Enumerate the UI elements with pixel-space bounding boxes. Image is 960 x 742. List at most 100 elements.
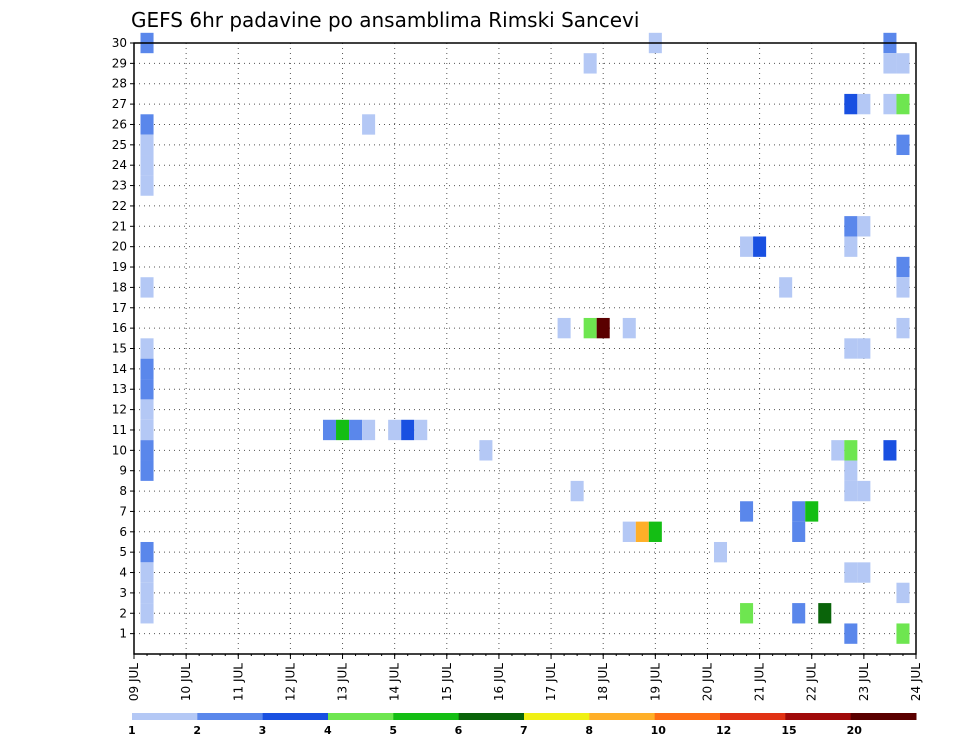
precip-cell [792,603,806,624]
precip-cell [414,419,428,441]
colorbar-swatch [850,713,917,720]
x-tick-label: 09 JUL [127,663,141,701]
y-tick-label: 24 [112,158,127,172]
precip-cell [740,603,754,624]
precip-cell [896,277,910,298]
x-tick-label: 11 JUL [231,663,245,701]
precip-cell [713,541,728,563]
colorbar-swatch [720,713,786,720]
y-tick-label: 9 [119,464,127,478]
chart-title: GEFS 6hr padavine po ansamblima Rimski S… [131,8,639,32]
precip-cell [844,460,858,481]
precip-cell [896,93,910,115]
y-tick-label: 23 [112,179,127,193]
y-tick-label: 12 [112,403,127,417]
precip-cell [140,460,154,481]
y-tick-label: 15 [112,342,127,356]
precip-cell [792,501,806,522]
colorbar-swatch [197,713,264,720]
precip-cell [844,93,858,115]
precip-cell [740,501,754,522]
precip-cell [596,317,610,339]
y-tick-label: 25 [112,138,127,152]
colorbar-swatch [654,713,721,720]
precip-cell [583,53,597,74]
precip-cell [140,155,154,176]
x-tick-label: 22 JUL [805,663,819,701]
precip-cell [635,521,649,542]
precip-cell [362,419,376,441]
colorbar-swatch [328,713,394,720]
y-tick-label: 22 [112,199,127,213]
precip-cell [401,419,415,441]
precip-cell [792,521,806,542]
y-tick-label: 30 [112,36,127,50]
y-tick-label: 16 [112,321,127,335]
x-tick-label: 18 JUL [596,663,610,701]
x-tick-label: 21 JUL [753,663,767,701]
y-tick-label: 18 [112,280,127,294]
precip-cell [140,134,154,156]
precip-cell [140,582,154,604]
precip-cell [583,317,597,339]
precip-cell [896,317,910,339]
colorbar-swatch [132,713,198,720]
precip-cell [336,419,350,441]
x-tick-label: 19 JUL [648,663,662,701]
colorbar-label: 6 [455,724,463,737]
precip-cell [857,216,871,237]
y-tick-label: 14 [112,362,127,376]
precip-cell [140,440,154,461]
y-tick-label: 6 [119,525,127,539]
precip-cell [140,541,154,563]
y-tick-label: 7 [119,504,127,518]
y-tick-label: 4 [119,566,127,580]
precip-cell [896,256,910,278]
precip-cell [140,562,154,583]
y-tick-label: 11 [112,423,127,437]
colorbar-swatch [393,713,460,720]
precip-cell [857,480,871,502]
precip-cell [805,501,819,522]
y-tick-label: 2 [119,606,127,620]
precip-cell [844,236,858,257]
y-tick-label: 5 [119,545,127,559]
y-tick-label: 27 [112,97,127,111]
colorbar-label: 10 [651,724,667,737]
x-tick-label: 10 JUL [179,663,193,701]
precip-cell [844,216,858,237]
precip-cell [896,582,910,604]
colorbar-swatch [785,713,852,720]
x-axis: 09 JUL 10 JUL 11 JUL 12 JUL 13 JUL 14 JUL 15 J… [127,654,923,701]
precip-cell [857,338,871,359]
precip-cell [896,53,910,74]
precip-cell [622,317,636,339]
precip-cell [622,521,636,542]
precip-cell [883,53,897,74]
precip-cell [857,93,871,115]
colorbar-label: 20 [847,724,863,737]
colorbar-label: 12 [716,724,731,737]
precip-cell [740,236,754,257]
colorbar-swatch [262,713,329,720]
colorbar-label: 15 [781,724,796,737]
x-tick-label: 24 JUL [909,663,923,701]
x-tick-label: 17 JUL [544,663,558,701]
precip-cell [844,623,858,644]
precip-cell [140,114,154,135]
colorbar-label: 7 [520,724,528,737]
precip-cell [140,338,154,359]
colorbar: 1 2 3 4 5 6 7 8 10 12 15 20 [128,713,917,737]
precip-cell [883,440,897,461]
precip-cell [140,379,154,400]
y-tick-label: 17 [112,301,127,315]
y-tick-label: 19 [112,260,127,274]
precip-cell [779,277,793,298]
precip-cell [479,440,493,461]
x-tick-label: 12 JUL [283,663,297,701]
precip-cell [140,399,154,420]
x-tick-label: 14 JUL [388,663,402,701]
y-tick-label: 20 [112,240,127,254]
precip-cell [388,419,402,441]
precip-cell [857,562,871,583]
